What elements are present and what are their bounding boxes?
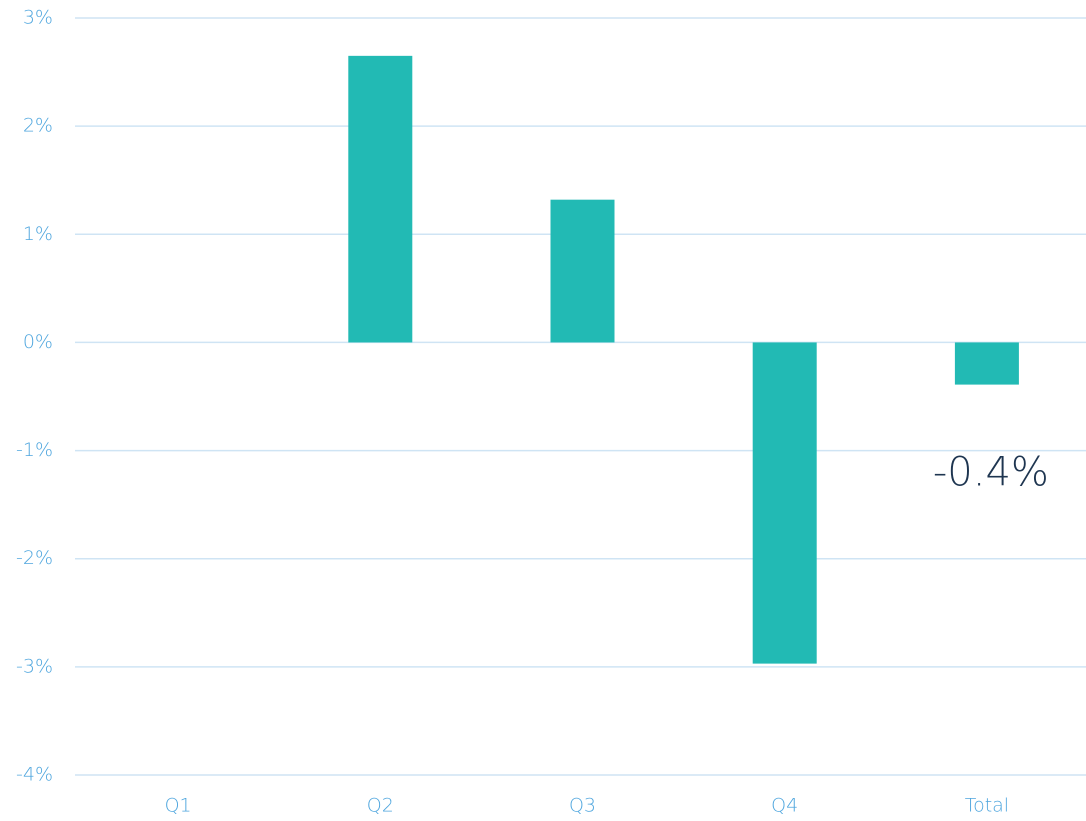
bar (348, 55, 413, 343)
x-tick-label: Q4 (771, 795, 798, 817)
y-tick-label: -4% (16, 764, 53, 786)
y-tick-label: 2% (23, 115, 53, 137)
x-tick-label: Q2 (367, 795, 394, 817)
bar (752, 342, 817, 664)
x-tick-label: Total (965, 795, 1009, 817)
x-tick-label: Q3 (569, 795, 596, 817)
y-tick-label: 3% (23, 7, 53, 29)
y-tick-label: 1% (23, 223, 53, 245)
value-label: -0.4% (933, 450, 1049, 496)
y-tick-label: -1% (16, 439, 53, 461)
y-tick-label: -3% (16, 655, 53, 677)
x-tick-label: Q1 (165, 795, 192, 817)
y-tick-label: 0% (23, 331, 53, 353)
bar (550, 199, 615, 343)
bar (954, 342, 1019, 385)
y-tick-label: -2% (16, 547, 53, 569)
